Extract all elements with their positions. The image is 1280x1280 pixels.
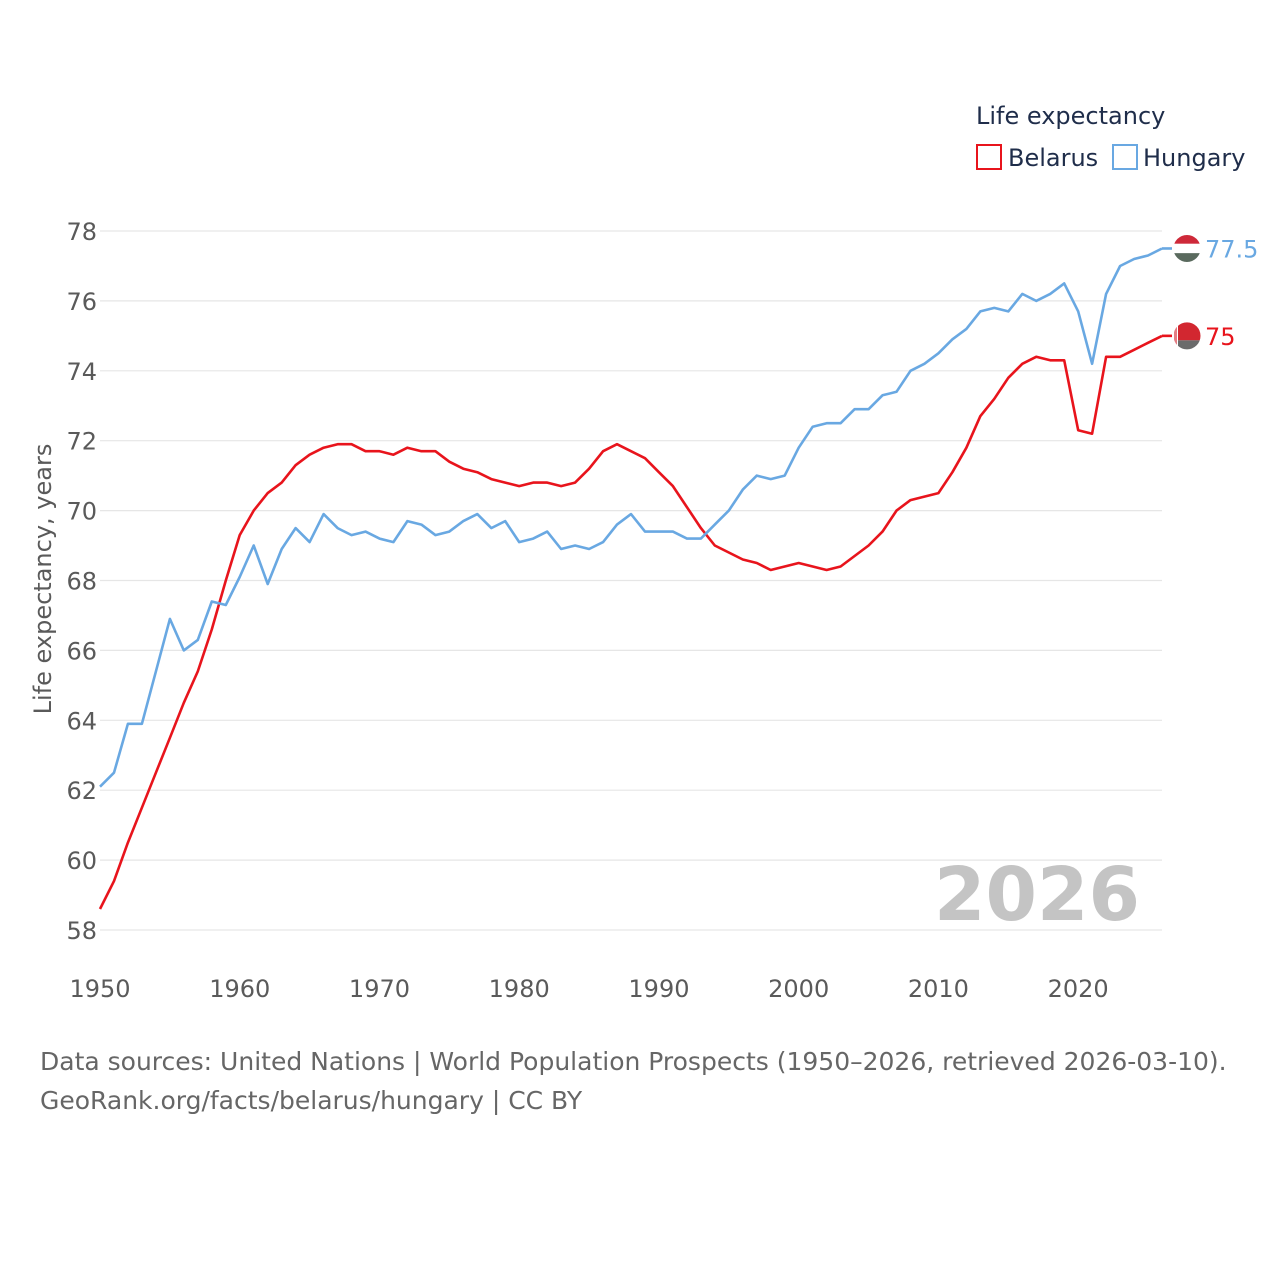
footer: Data sources: United Nations | World Pop…: [40, 1042, 1227, 1120]
y-tick-74: 74: [66, 358, 97, 386]
flag-ring-belarus: [1172, 321, 1202, 351]
series-line-hungary: [99, 247, 1163, 788]
y-axis-label: Life expectancy, years: [29, 444, 57, 715]
y-tick-64: 64: [66, 707, 97, 735]
flag-stripe: [1173, 340, 1201, 350]
flag-stripe: [1173, 234, 1201, 244]
end-label-belarus: 75: [1205, 323, 1236, 351]
flag-icon-belarus: [1173, 321, 1201, 350]
y-tick-58: 58: [66, 917, 97, 945]
legend-label-hungary: Hungary: [1143, 144, 1245, 172]
x-tick-2020: 2020: [1048, 975, 1109, 1003]
end-markers: 75 77.5: [1162, 233, 1258, 351]
x-tick-1960: 1960: [209, 975, 270, 1003]
y-tick-78: 78: [66, 218, 97, 246]
data-sources-text: Data sources: United Nations | World Pop…: [40, 1047, 1227, 1076]
y-tick-76: 76: [66, 288, 97, 316]
y-tick-62: 62: [66, 777, 97, 805]
x-tick-1970: 1970: [349, 975, 410, 1003]
legend-label-belarus: Belarus: [1008, 144, 1098, 172]
x-tick-1980: 1980: [489, 975, 550, 1003]
x-tick-1990: 1990: [628, 975, 689, 1003]
flag-stripe: [1173, 321, 1201, 341]
y-tick-60: 60: [66, 847, 97, 875]
legend: Life expectancy Belarus Hungary: [976, 102, 1245, 172]
flag-stripe: [1173, 243, 1201, 254]
legend-title: Life expectancy: [976, 102, 1165, 130]
y-tick-68: 68: [66, 568, 97, 596]
legend-item-belarus[interactable]: Belarus: [976, 144, 1098, 172]
legend-swatch-belarus: [976, 144, 1002, 170]
x-axis-ticks: 1950 1960 1970 1980 1990 2000 2010 2020: [69, 975, 1108, 1003]
grid-lines: [100, 230, 1162, 931]
source-link[interactable]: GeoRank.org/facts/belarus/hungary | CC B…: [40, 1086, 583, 1115]
y-tick-70: 70: [66, 498, 97, 526]
legend-swatch-hungary: [1112, 144, 1138, 170]
end-label-hungary: 77.5: [1205, 235, 1258, 263]
series-line-belarus: [98, 334, 1163, 910]
y-tick-72: 72: [66, 428, 97, 456]
x-tick-1950: 1950: [69, 975, 130, 1003]
x-tick-2000: 2000: [768, 975, 829, 1003]
x-tick-2010: 2010: [908, 975, 969, 1003]
flag-icon-hungary: [1173, 234, 1201, 263]
year-label: 2026: [934, 852, 1140, 938]
series-lines: [98, 247, 1163, 910]
legend-item-hungary[interactable]: Hungary: [1112, 144, 1245, 172]
y-tick-66: 66: [66, 637, 97, 665]
flag-ring-hungary: [1172, 233, 1202, 263]
flag-stripe: [1173, 253, 1201, 263]
y-axis-ticks: 58 60 62 64 66 68 70 72 74 76 78: [66, 218, 97, 945]
flag-stripe: [1174, 321, 1177, 350]
